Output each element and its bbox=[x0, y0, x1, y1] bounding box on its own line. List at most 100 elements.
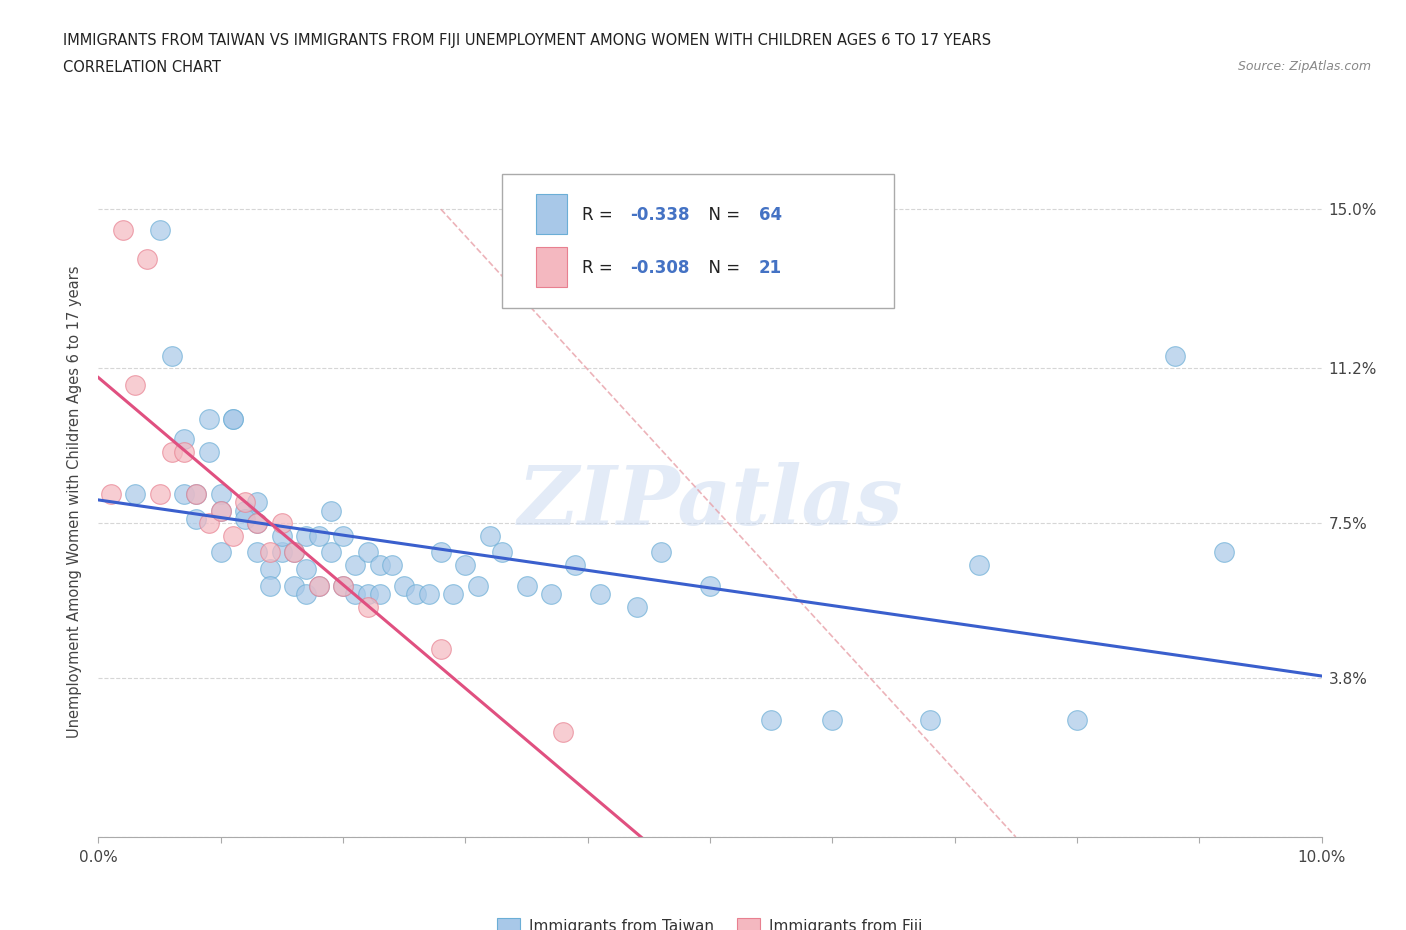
Text: CORRELATION CHART: CORRELATION CHART bbox=[63, 60, 221, 75]
Point bbox=[246, 495, 269, 510]
Point bbox=[540, 587, 562, 602]
Point bbox=[222, 411, 245, 426]
Point bbox=[650, 545, 672, 560]
Point bbox=[356, 545, 378, 560]
Point bbox=[100, 486, 122, 501]
FancyBboxPatch shape bbox=[536, 193, 567, 233]
Point bbox=[564, 558, 586, 573]
Point bbox=[197, 516, 219, 531]
Point bbox=[222, 411, 245, 426]
Point bbox=[319, 545, 342, 560]
Point bbox=[136, 252, 159, 267]
Point bbox=[259, 545, 281, 560]
Text: 21: 21 bbox=[759, 259, 782, 277]
Point bbox=[259, 578, 281, 593]
Point bbox=[967, 558, 990, 573]
FancyBboxPatch shape bbox=[536, 246, 567, 286]
Text: 64: 64 bbox=[759, 206, 782, 224]
Point bbox=[699, 578, 721, 593]
Point bbox=[491, 545, 513, 560]
Point bbox=[209, 545, 232, 560]
Point bbox=[332, 528, 354, 543]
Point bbox=[295, 587, 318, 602]
Point bbox=[283, 545, 305, 560]
Point bbox=[209, 503, 232, 518]
Point bbox=[246, 516, 269, 531]
Point bbox=[589, 587, 612, 602]
Text: R =: R = bbox=[582, 259, 617, 277]
Point bbox=[1066, 712, 1088, 727]
Point bbox=[246, 545, 269, 560]
Point bbox=[295, 528, 318, 543]
Point bbox=[270, 528, 292, 543]
Point bbox=[197, 411, 219, 426]
Point bbox=[209, 486, 232, 501]
Point bbox=[149, 486, 172, 501]
Point bbox=[1212, 545, 1234, 560]
Text: -0.338: -0.338 bbox=[630, 206, 690, 224]
FancyBboxPatch shape bbox=[502, 174, 894, 308]
Point bbox=[454, 558, 477, 573]
Point bbox=[478, 528, 501, 543]
Point bbox=[332, 578, 354, 593]
Text: R =: R = bbox=[582, 206, 617, 224]
Point bbox=[368, 587, 391, 602]
Point bbox=[283, 578, 305, 593]
Point bbox=[344, 587, 367, 602]
Point bbox=[308, 578, 330, 593]
Point bbox=[111, 223, 134, 238]
Point bbox=[308, 528, 330, 543]
Point bbox=[344, 558, 367, 573]
Point bbox=[332, 578, 354, 593]
Point bbox=[405, 587, 427, 602]
Point bbox=[368, 558, 391, 573]
Point bbox=[233, 495, 256, 510]
Point bbox=[173, 486, 195, 501]
Point bbox=[553, 725, 575, 740]
Text: IMMIGRANTS FROM TAIWAN VS IMMIGRANTS FROM FIJI UNEMPLOYMENT AMONG WOMEN WITH CHI: IMMIGRANTS FROM TAIWAN VS IMMIGRANTS FRO… bbox=[63, 33, 991, 47]
Point bbox=[160, 445, 183, 459]
Point bbox=[759, 712, 782, 727]
Text: -0.308: -0.308 bbox=[630, 259, 690, 277]
Point bbox=[124, 486, 146, 501]
Point bbox=[920, 712, 942, 727]
Point bbox=[467, 578, 489, 593]
Text: Source: ZipAtlas.com: Source: ZipAtlas.com bbox=[1237, 60, 1371, 73]
Point bbox=[356, 600, 378, 615]
Text: N =: N = bbox=[697, 259, 745, 277]
Point bbox=[295, 562, 318, 577]
Text: ZIPatlas: ZIPatlas bbox=[517, 462, 903, 542]
Point bbox=[308, 578, 330, 593]
Point bbox=[149, 223, 172, 238]
Point bbox=[1164, 349, 1187, 364]
Point bbox=[259, 562, 281, 577]
Point bbox=[821, 712, 844, 727]
Point bbox=[418, 587, 440, 602]
Point bbox=[381, 558, 404, 573]
Point bbox=[319, 503, 342, 518]
Point bbox=[430, 642, 453, 657]
Point bbox=[233, 512, 256, 526]
Point bbox=[233, 503, 256, 518]
Text: N =: N = bbox=[697, 206, 745, 224]
Point bbox=[197, 445, 219, 459]
Point bbox=[173, 445, 195, 459]
Point bbox=[270, 545, 292, 560]
Point bbox=[186, 486, 208, 501]
Point bbox=[124, 378, 146, 392]
Y-axis label: Unemployment Among Women with Children Ages 6 to 17 years: Unemployment Among Women with Children A… bbox=[67, 266, 83, 738]
Point bbox=[430, 545, 453, 560]
Point bbox=[246, 516, 269, 531]
Legend: Immigrants from Taiwan, Immigrants from Fiji: Immigrants from Taiwan, Immigrants from … bbox=[491, 911, 929, 930]
Point bbox=[222, 528, 245, 543]
Point bbox=[516, 578, 538, 593]
Point bbox=[392, 578, 416, 593]
Point bbox=[626, 600, 648, 615]
Point bbox=[160, 349, 183, 364]
Point bbox=[173, 432, 195, 447]
Point bbox=[186, 486, 208, 501]
Point bbox=[186, 512, 208, 526]
Point bbox=[283, 545, 305, 560]
Point bbox=[441, 587, 464, 602]
Point bbox=[356, 587, 378, 602]
